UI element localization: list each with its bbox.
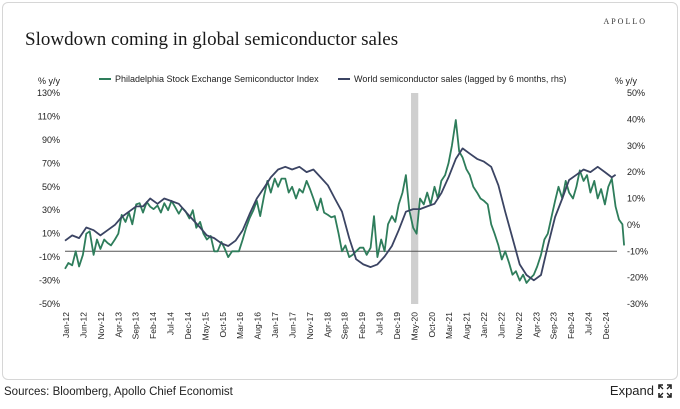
x-tick-label: Feb-14 xyxy=(148,312,158,339)
left-tick-label: 90% xyxy=(42,135,60,145)
x-tick-label: Jun-22 xyxy=(496,312,506,338)
right-tick-label: -20% xyxy=(627,273,648,283)
legend-label-sox: Philadelphia Stock Exchange Semiconducto… xyxy=(115,74,319,84)
series-line-sox xyxy=(64,119,625,284)
expand-icon xyxy=(658,383,672,398)
x-tick-label: May-15 xyxy=(200,312,210,341)
x-tick-label: Feb-19 xyxy=(357,312,367,339)
x-tick-label: Jan-12 xyxy=(61,312,71,338)
left-tick-label: -10% xyxy=(39,252,60,262)
left-tick-label: 70% xyxy=(42,158,60,168)
chart-plot: % y/y % y/y Philadelphia Stock Exchange … xyxy=(37,74,648,341)
x-tick-label: Feb-24 xyxy=(566,312,576,339)
series-line-wss xyxy=(64,147,617,282)
x-tick-label: Jul-14 xyxy=(166,312,176,335)
source-note: Sources: Bloomberg, Apollo Chief Economi… xyxy=(4,386,233,398)
x-tick-label: Apr-18 xyxy=(322,312,332,338)
left-tick-label: 50% xyxy=(42,182,60,192)
left-tick-label: -30% xyxy=(39,276,60,286)
chart-title: Slowdown coming in global semiconductor … xyxy=(25,29,399,50)
right-tick-label: -10% xyxy=(627,246,648,256)
left-tick-label: 110% xyxy=(38,111,60,121)
x-tick-label: Jun-17 xyxy=(287,312,297,338)
x-tick-label: Dec-19 xyxy=(392,312,402,340)
x-tick-label: Jun-12 xyxy=(78,312,88,338)
right-tick-label: -30% xyxy=(627,299,648,309)
left-tick-label: 130% xyxy=(37,88,60,98)
left-tick-label: 30% xyxy=(42,205,60,215)
x-tick-label: Jan-22 xyxy=(479,312,489,338)
right-tick-label: 20% xyxy=(627,167,645,177)
x-tick-label: Mar-16 xyxy=(235,312,245,339)
shaded-period xyxy=(411,93,419,304)
right-tick-label: 40% xyxy=(627,114,645,124)
x-tick-label: Jul-24 xyxy=(584,312,594,335)
x-tick-label: Mar-21 xyxy=(444,312,454,339)
x-tick-label: Apr-23 xyxy=(531,312,541,338)
x-tick-label: Dec-14 xyxy=(183,312,193,340)
left-tick-label: 10% xyxy=(42,229,60,239)
left-axis-label: % y/y xyxy=(38,76,61,86)
x-tick-label: Oct-15 xyxy=(218,312,228,338)
expand-button[interactable]: Expand xyxy=(610,383,672,398)
x-tick-label: Oct-20 xyxy=(427,312,437,338)
expand-label: Expand xyxy=(609,383,654,398)
x-tick-label: Jan-17 xyxy=(270,312,280,338)
x-tick-label: Nov-12 xyxy=(96,312,106,340)
legend-label-wss: World semiconductor sales (lagged by 6 m… xyxy=(354,74,566,84)
x-tick-label: Aug-16 xyxy=(253,312,263,340)
x-tick-label: Apr-13 xyxy=(113,312,123,338)
left-tick-label: -50% xyxy=(39,299,60,309)
x-tick-label: Nov-17 xyxy=(305,312,315,340)
right-axis-label: % y/y xyxy=(615,76,638,86)
right-tick-label: 50% xyxy=(627,88,645,98)
x-tick-label: Jul-19 xyxy=(375,312,385,335)
x-tick-label: May-20 xyxy=(409,312,419,341)
x-tick-label: Aug-21 xyxy=(462,312,472,340)
right-tick-label: 0% xyxy=(627,220,640,230)
chart-card: APOLLO Slowdown coming in global semicon… xyxy=(2,2,678,380)
x-tick-label: Sep-13 xyxy=(131,312,141,340)
right-tick-label: 30% xyxy=(627,141,645,151)
right-tick-label: 10% xyxy=(627,194,645,204)
brand-logo: APOLLO xyxy=(603,17,647,26)
x-tick-label: Nov-22 xyxy=(514,312,524,340)
x-tick-label: Sep-18 xyxy=(340,312,350,340)
x-tick-label: Sep-23 xyxy=(549,312,559,340)
x-tick-label: Dec-24 xyxy=(601,312,611,340)
